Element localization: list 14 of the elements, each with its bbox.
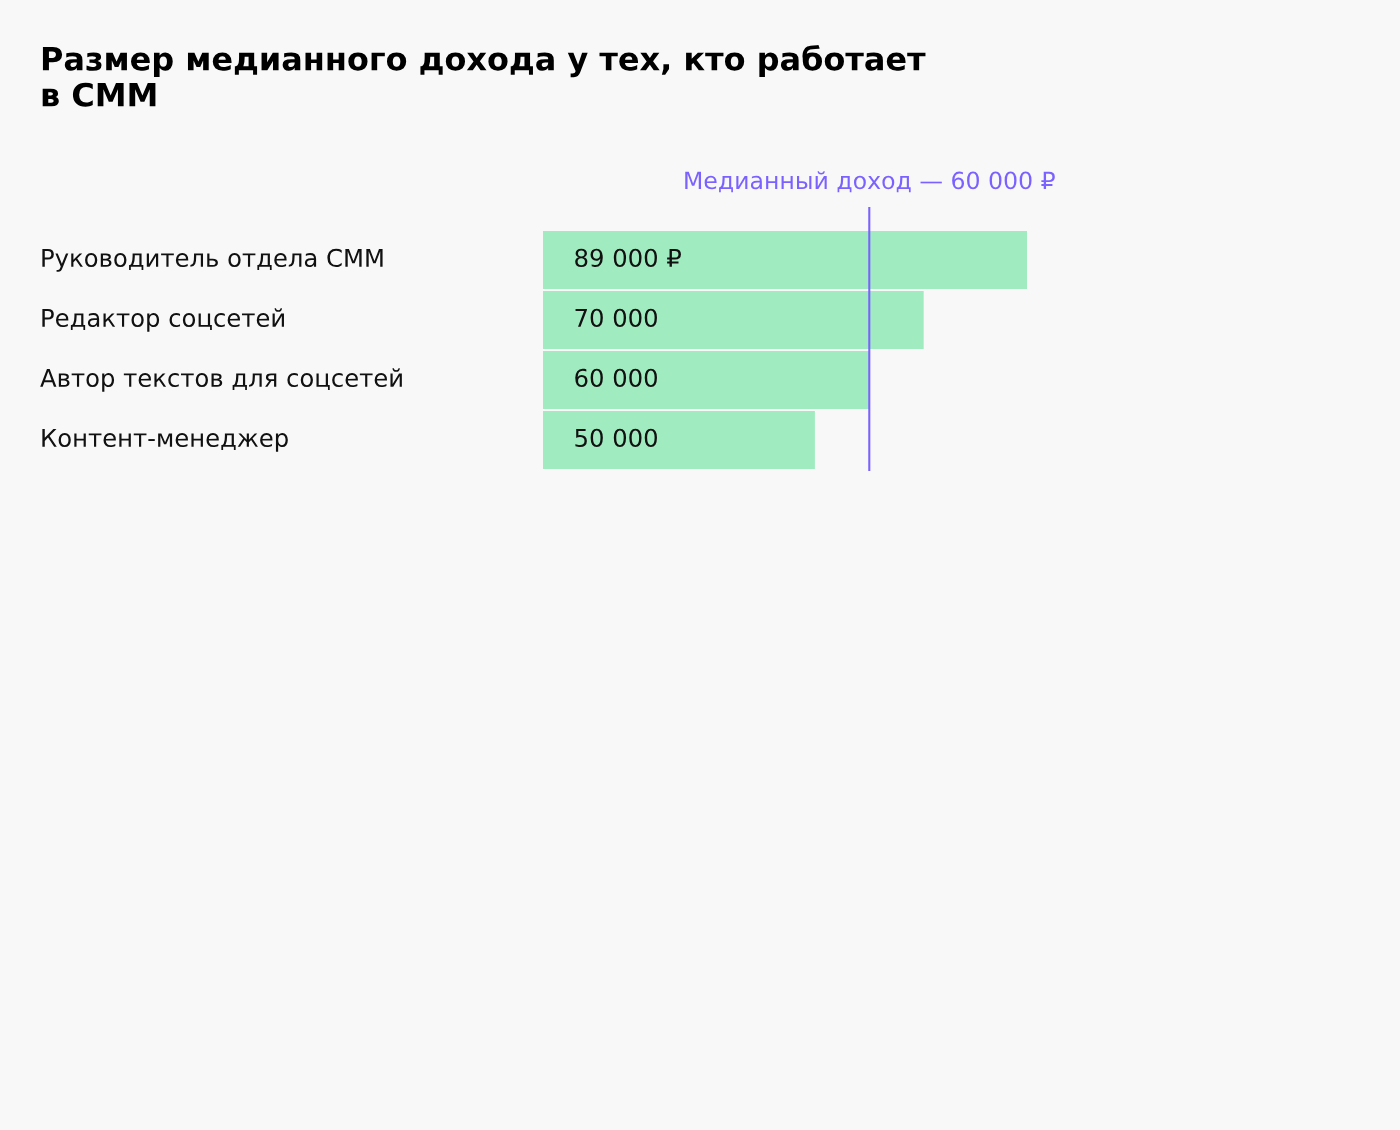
- chart-title: Размер медианного дохода у тех, кто работает в СММ: [42, 45, 926, 107]
- data-label: 89 000 ₽: [575, 248, 681, 268]
- bar: [543, 290, 924, 350]
- bar: [543, 410, 815, 470]
- y-tick-label: Контент-менеджер: [42, 428, 288, 452]
- data-label: 50 000: [575, 428, 657, 448]
- bar: [543, 350, 870, 410]
- y-tick-label: Редактор соцсетей: [42, 308, 284, 332]
- ref-line-label: Медианный доход — 60 000 ₽: [685, 171, 1055, 193]
- y-tick-label: Автор текстов для соцсетей: [40, 368, 402, 392]
- y-tick-label: Руководитель отдела СММ: [42, 248, 383, 272]
- data-label: 70 000: [575, 308, 657, 328]
- data-label: 60 000: [575, 368, 657, 388]
- bar: [543, 230, 1027, 290]
